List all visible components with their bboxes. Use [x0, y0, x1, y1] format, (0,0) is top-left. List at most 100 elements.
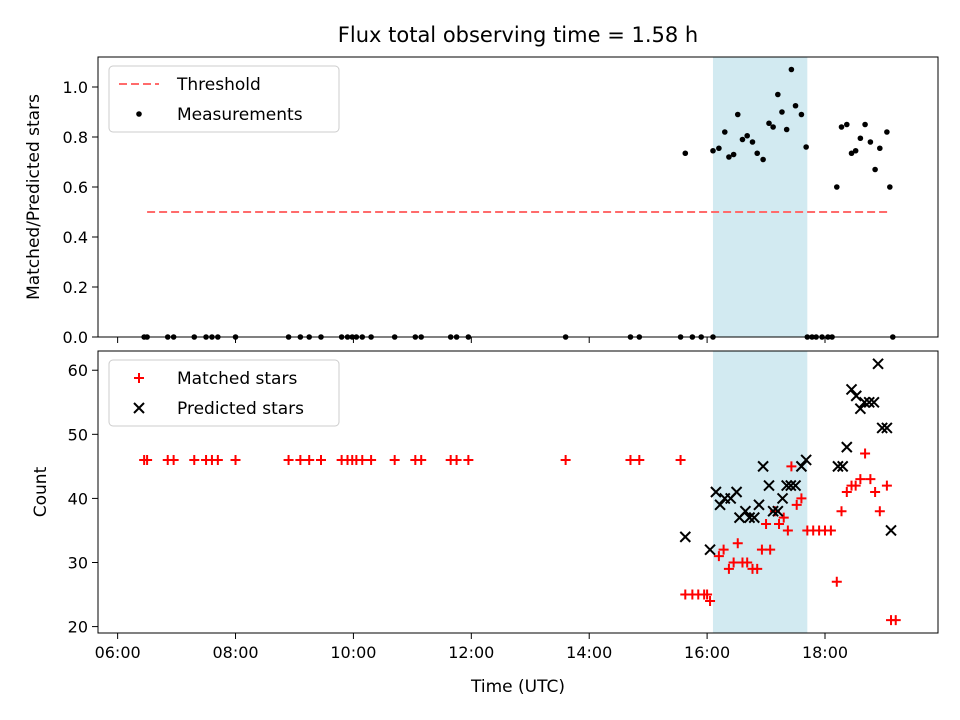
- matched-stars-marker: [723, 563, 734, 574]
- predicted-stars-marker: [767, 505, 779, 517]
- matched-stars-marker: [870, 487, 881, 497]
- matched-stars-marker: [230, 454, 241, 465]
- chart-title: Flux total observing time = 1.58 h: [338, 23, 698, 47]
- matched-stars-marker: [189, 454, 200, 465]
- matched-stars-marker: [774, 519, 785, 530]
- predicted-stars-marker: [854, 402, 867, 415]
- matched-stars-marker: [705, 595, 716, 606]
- predicted-stars-marker: [841, 441, 853, 453]
- highlight-span: [712, 57, 808, 337]
- y-tick-label: 20: [68, 618, 88, 637]
- x-tick-label: 06:00: [95, 643, 141, 662]
- top-y-axis-label: Matched/Predicted stars: [24, 94, 44, 300]
- measurements-point: [867, 139, 874, 145]
- bottom-y-axis-label: Count: [31, 466, 51, 517]
- predicted-stars-marker: [772, 505, 784, 517]
- matched-stars-marker: [283, 454, 294, 465]
- measurements-point: [766, 120, 772, 127]
- measurements-point: [798, 111, 805, 118]
- matched-stars-marker: [357, 454, 368, 465]
- bottom-panel: 20 30 40 50 60 06:00 08:00 10:00 12:00 14:00 16:00…: [68, 350, 939, 662]
- matched-stars-marker: [295, 454, 306, 465]
- matched-stars-marker: [702, 589, 713, 600]
- matched-stars-marker: [796, 493, 807, 504]
- measurements-point: [877, 145, 883, 152]
- matched-stars-marker: [713, 551, 724, 562]
- predicted-stars-marker: [730, 486, 743, 498]
- predicted-stars-marker: [714, 499, 726, 511]
- predicted-stars-marker: [789, 479, 802, 492]
- measurements-point: [887, 184, 893, 190]
- matched-stars-marker: [860, 448, 871, 459]
- measurements-point: [833, 184, 840, 190]
- measurements-point: [770, 124, 776, 130]
- measurements-point: [754, 150, 761, 157]
- predicted-stars-marker: [850, 390, 862, 402]
- matched-stars-marker: [881, 480, 892, 491]
- legend-label-matched-stars: Matched stars: [177, 369, 297, 389]
- matched-stars-marker: [315, 454, 326, 465]
- measurements-point: [721, 129, 728, 135]
- predicted-stars-marker: [757, 460, 769, 473]
- matched-stars-marker: [841, 487, 852, 497]
- matched-stars-marker: [389, 454, 400, 465]
- matched-stars-marker: [560, 454, 571, 465]
- matched-stars-marker: [625, 454, 636, 465]
- legend-swatch-predicted-stars: [133, 402, 145, 414]
- matched-stars-marker: [463, 454, 474, 465]
- matched-stars-marker: [778, 512, 789, 523]
- matched-stars-marker: [782, 525, 793, 536]
- y-tick-label: 50: [68, 425, 88, 444]
- matched-stars-marker: [168, 454, 179, 465]
- matched-stars-marker: [791, 499, 802, 510]
- y-tick-label: 1.0: [63, 78, 88, 97]
- matched-stars-marker: [855, 474, 866, 485]
- matched-stars-marker: [765, 544, 776, 555]
- y-tick-label: 0.4: [63, 228, 88, 247]
- legend-label-predicted-stars: Predicted stars: [177, 399, 304, 419]
- matched-stars-marker: [825, 525, 836, 536]
- measurements-point: [682, 150, 689, 157]
- measurements-point: [775, 91, 781, 98]
- legend-swatch-measurements: [136, 111, 142, 117]
- predicted-stars-marker: [885, 524, 897, 537]
- predicted-stars-marker: [743, 511, 756, 524]
- matched-stars-marker: [786, 461, 797, 472]
- measurements-point: [730, 151, 737, 158]
- predicted-stars-marker: [881, 422, 893, 434]
- matched-stars-marker: [142, 454, 153, 465]
- matched-stars-marker: [728, 557, 739, 568]
- measurements-point: [792, 102, 799, 109]
- predicted-stars-marker: [868, 396, 880, 408]
- matched-stars-marker: [761, 519, 772, 530]
- matched-stars-marker: [850, 480, 861, 491]
- x-tick-label: 12:00: [448, 643, 494, 662]
- predicted-stars-marker: [876, 422, 888, 434]
- matched-stars-marker: [752, 563, 763, 574]
- predicted-stars-marker: [872, 358, 884, 370]
- legend-label-measurements: Measurements: [177, 105, 303, 125]
- y-tick-label: 0.2: [63, 278, 88, 297]
- x-tick-label: 08:00: [212, 643, 258, 662]
- matched-stars-marker: [742, 557, 753, 568]
- predicted-stars-marker: [800, 454, 812, 466]
- matched-stars-marker: [865, 474, 876, 485]
- measurements-point: [710, 147, 716, 154]
- matched-stars-marker: [451, 454, 462, 465]
- predicted-stars-marker: [748, 511, 760, 524]
- matched-stars-marker: [634, 454, 645, 465]
- y-tick-label: 0.8: [63, 128, 88, 147]
- measurements-point: [749, 139, 756, 145]
- measurements-point: [862, 121, 868, 128]
- top-panel: 0.0 0.2 0.4 0.6 0.8 1.0 Threshold Measurements: [63, 56, 939, 347]
- x-axis-label: Time (UTC): [470, 677, 565, 697]
- matched-stars-marker: [732, 538, 743, 549]
- predicted-stars-marker: [780, 479, 793, 492]
- measurements-point: [844, 121, 850, 128]
- predicted-stars-marker: [710, 486, 722, 498]
- measurements-point: [726, 154, 732, 160]
- measurements-point: [857, 135, 864, 142]
- predicted-stars-marker: [863, 396, 875, 408]
- measurements-point: [779, 109, 785, 115]
